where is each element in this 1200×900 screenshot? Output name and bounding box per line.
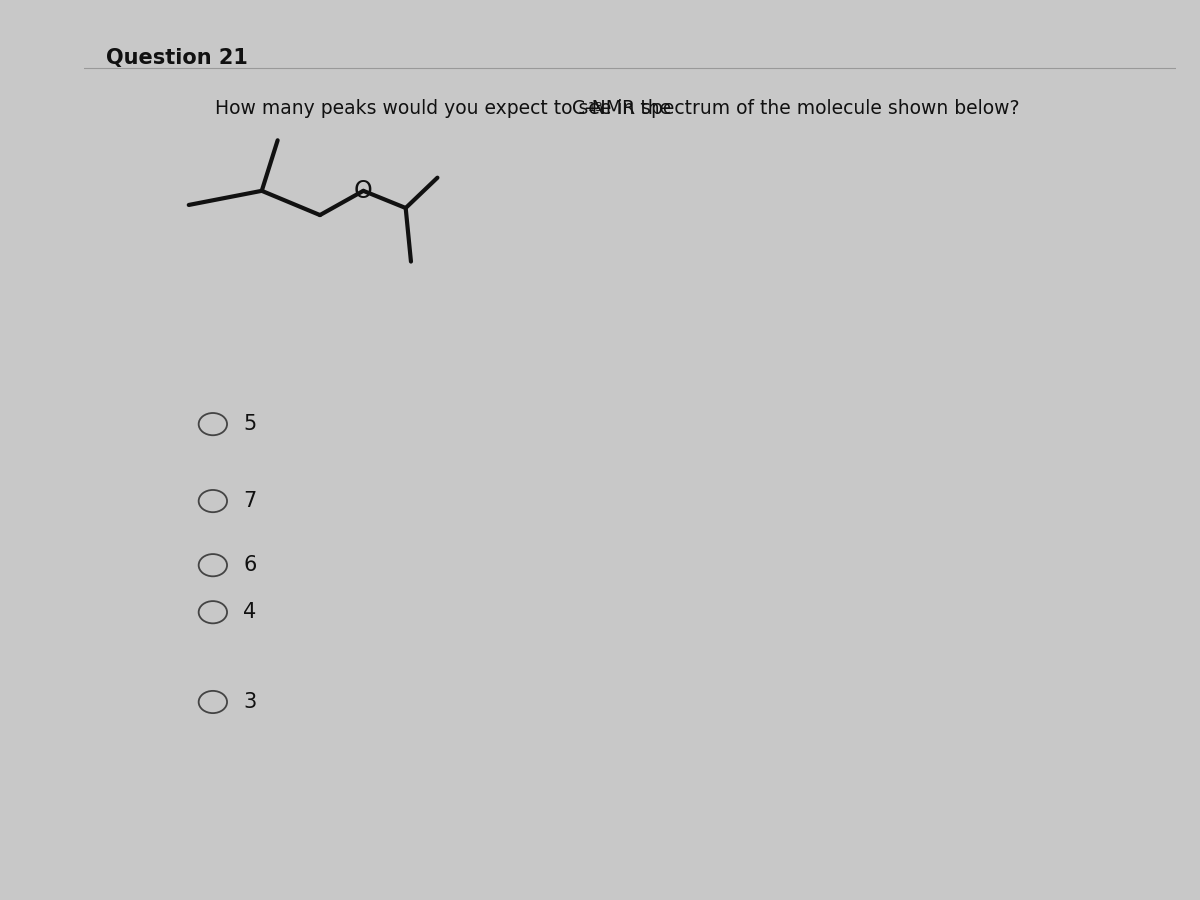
Text: 6: 6 xyxy=(244,555,257,575)
Text: 13: 13 xyxy=(588,101,604,114)
Text: 3: 3 xyxy=(244,692,257,712)
Text: How many peaks would you expect to see in the: How many peaks would you expect to see i… xyxy=(215,99,677,118)
Text: C-NMR spectrum of the molecule shown below?: C-NMR spectrum of the molecule shown bel… xyxy=(572,99,1020,118)
Text: Question 21: Question 21 xyxy=(106,48,247,68)
Text: 4: 4 xyxy=(244,602,257,622)
Text: 5: 5 xyxy=(244,414,257,434)
Text: 7: 7 xyxy=(244,491,257,511)
Text: O: O xyxy=(354,179,373,203)
